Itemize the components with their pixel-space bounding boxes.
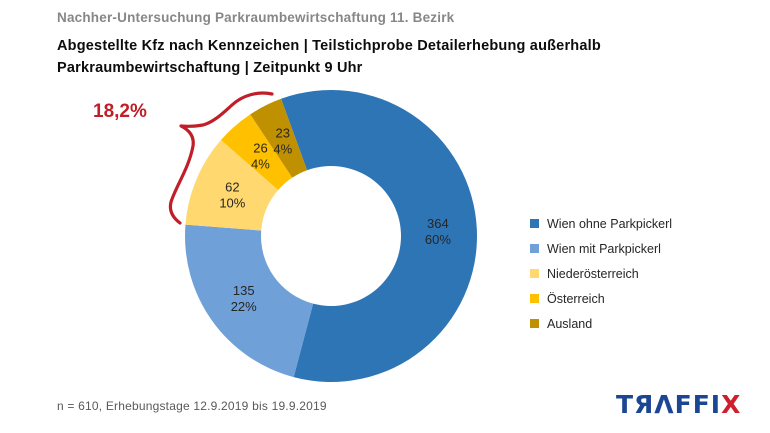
segment-label-4: 26 4% <box>251 141 270 172</box>
segment-label-5: 23 4% <box>273 125 292 156</box>
slide-eyebrow: Nachher-Untersuchung Parkraumbewirtschaf… <box>57 10 455 25</box>
logo-text-blue: TЯΛFFI <box>616 390 722 419</box>
donut-segment-3 <box>185 140 279 231</box>
donut-segment-5 <box>250 98 308 178</box>
legend-item-label: Österreich <box>547 291 605 306</box>
donut-segment-2 <box>185 224 314 378</box>
legend-item-5: Ausland <box>530 311 672 336</box>
traffix-logo: TЯΛFFIX <box>616 390 741 419</box>
segment-label-3: 62 10% <box>219 180 245 211</box>
legend-item-1: Wien ohne Parkpickerl <box>530 211 672 236</box>
annotation-percentage-label: 18,2% <box>93 101 147 122</box>
legend-item-2: Wien mit Parkpickerl <box>530 236 672 261</box>
legend-item-label: Wien mit Parkpickerl <box>547 241 661 256</box>
legend-swatch-icon <box>530 219 539 228</box>
chart-legend: Wien ohne Parkpickerl Wien mit Parkpicker… <box>530 211 672 336</box>
donut-segment-labels: 364 60% 135 22% 62 10% 26 4%23 4% <box>219 125 451 313</box>
legend-item-label: Wien ohne Parkpickerl <box>547 216 673 231</box>
legend-item-label: Ausland <box>547 316 593 331</box>
legend-swatch-icon <box>530 244 539 253</box>
logo-text-red: X <box>721 390 742 419</box>
legend-swatch-icon <box>530 269 539 278</box>
segment-label-1: 364 60% <box>425 216 451 247</box>
segment-label-2: 135 22% <box>231 283 257 314</box>
footer-sample-note: n = 610, Erhebungstage 12.9.2019 bis 19.… <box>57 399 327 413</box>
legend-item-4: Österreich <box>530 286 672 311</box>
legend-item-label: Niederösterreich <box>547 266 639 281</box>
brace-annotation-curve <box>168 91 274 225</box>
slide-title: Abgestellte Kfz nach Kennzeichen | Teils… <box>57 38 601 76</box>
donut-segments <box>185 90 477 383</box>
donut-segment-1 <box>281 90 477 383</box>
legend-swatch-icon <box>530 294 539 303</box>
donut-segment-4 <box>220 114 293 191</box>
legend-swatch-icon <box>530 319 539 328</box>
legend-item-3: Niederösterreich <box>530 261 672 286</box>
